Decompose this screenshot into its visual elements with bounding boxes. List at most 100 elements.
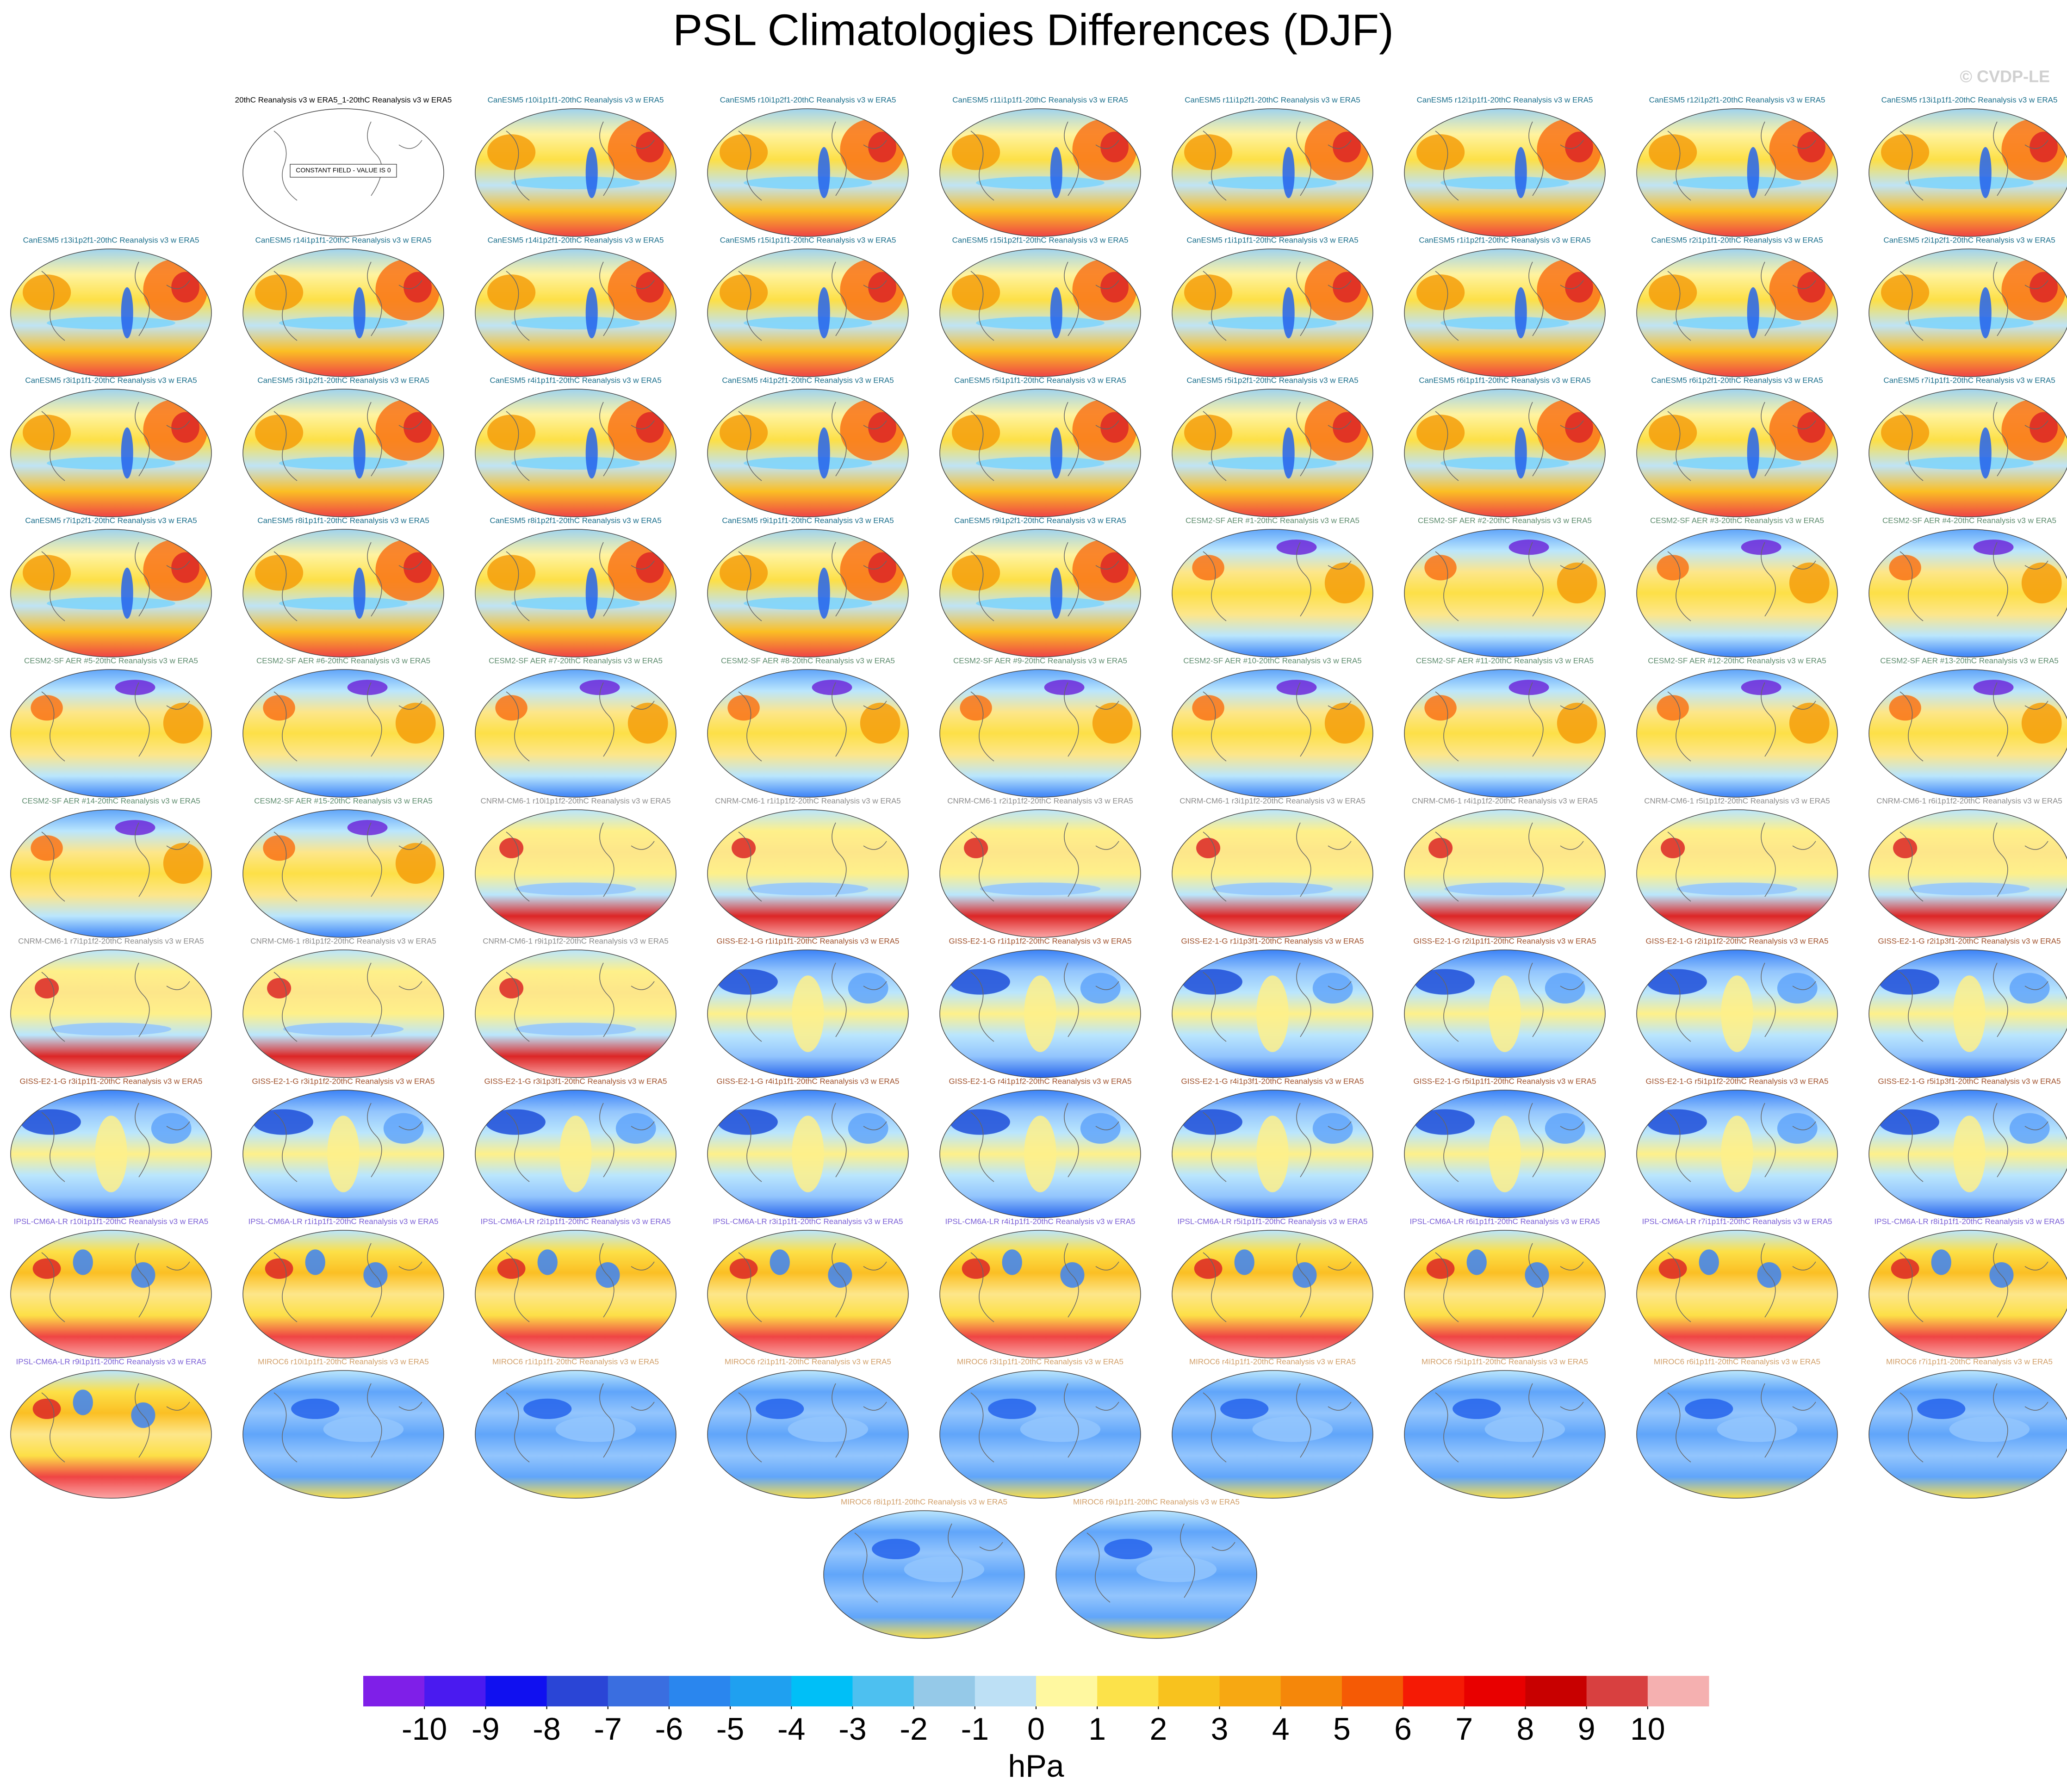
map-anomaly (579, 680, 620, 695)
coastline (1435, 822, 1584, 902)
coastline (1667, 121, 1816, 201)
map-outline (1868, 809, 2067, 938)
map-anomaly (770, 1249, 790, 1275)
map-panel: CESM2-SF AER #1-20thC Reanalysis v3 w ER… (1172, 516, 1373, 657)
map-outline (1636, 669, 1838, 798)
map-panel: CESM2-SF AER #14-20thC Reanalysis v3 w E… (10, 796, 212, 938)
map-outline (1636, 809, 1838, 938)
coastline (1667, 402, 1816, 481)
map-anomaly (2021, 562, 2062, 604)
map-anomaly (1789, 562, 1830, 604)
panel-label: MIROC6 r6i1p1f1-20thC Reanalysis v3 w ER… (1654, 1357, 1820, 1366)
map-anomaly (1747, 287, 1759, 339)
map-anomaly (1953, 1116, 1986, 1192)
map-anomaly (812, 680, 852, 695)
coastline (738, 121, 887, 201)
map-anomaly (744, 316, 872, 329)
map-anomaly (960, 695, 992, 721)
map-panel: MIROC6 r6i1p1f1-20thC Reanalysis v3 w ER… (1636, 1357, 1838, 1499)
map-anomaly (756, 1398, 804, 1419)
coastline (1435, 542, 1584, 621)
map-anomaly (964, 837, 988, 858)
map-anomaly (265, 1258, 293, 1279)
map-anomaly (1881, 134, 1930, 170)
colorbar-box (1647, 1676, 1709, 1706)
panel-label: CESM2-SF AER #6-20thC Reanalysis v3 w ER… (256, 656, 430, 665)
coastline (970, 402, 1119, 481)
coastline (273, 1243, 422, 1322)
map-anomaly (1324, 562, 1365, 604)
map-outline (707, 949, 909, 1078)
colorbar-box (546, 1676, 608, 1706)
map-anomaly (2030, 131, 2058, 162)
map-anomaly (585, 427, 598, 479)
map-anomaly (1282, 287, 1295, 339)
panel-label: CanESM5 r3i1p2f1-20thC Reanalysis v3 w E… (257, 376, 429, 384)
coastline (1667, 1243, 1816, 1322)
map-anomaly (511, 176, 640, 189)
map-anomaly (952, 274, 1000, 310)
panel-label: CanESM5 r7i1p2f1-20thC Reanalysis v3 w E… (25, 516, 197, 525)
map-panel: CNRM-CM6-1 r8i1p1f2-20thC Reanalysis v3 … (242, 936, 444, 1078)
map-outline (1404, 389, 1606, 517)
map-field (243, 950, 444, 1078)
map-anomaly (163, 702, 204, 744)
map-anomaly (1905, 176, 2034, 189)
map-anomaly (1565, 272, 1593, 303)
panel-label: CanESM5 r2i1p1f1-20thC Reanalysis v3 w E… (1651, 236, 1823, 244)
map-panel: CanESM5 r9i1p1f1-20thC Reanalysis v3 w E… (707, 516, 909, 657)
coastline (1435, 962, 1584, 1042)
map-outline (1172, 669, 1373, 798)
coastline (738, 542, 887, 621)
map-outline (1404, 1090, 1606, 1218)
map-outline (1636, 1370, 1838, 1499)
coastline (970, 962, 1119, 1042)
map-anomaly (1741, 680, 1781, 695)
panel-label: CESM2-SF AER #5-20thC Reanalysis v3 w ER… (24, 656, 198, 665)
colorbar-box (1036, 1676, 1098, 1706)
map-panel: GISS-E2-1-G r4i1p1f1-20thC Reanalysis v3… (707, 1077, 909, 1218)
coastline (970, 1383, 1119, 1463)
panel-label: CanESM5 r8i1p1f1-20thC Reanalysis v3 w E… (257, 516, 429, 525)
colorbar-box (1403, 1676, 1465, 1706)
panel-label: CanESM5 r11i1p1f1-20thC Reanalysis v3 w … (952, 95, 1128, 104)
map-outline (10, 1230, 212, 1358)
panel-label: CESM2-SF AER #10-20thC Reanalysis v3 w E… (1183, 656, 1362, 665)
map-anomaly (32, 1398, 61, 1419)
coastline (1899, 402, 2048, 481)
map-anomaly (1747, 427, 1759, 479)
coastline (1435, 1243, 1584, 1322)
map-panel: CanESM5 r1i1p1f1-20thC Reanalysis v3 w E… (1172, 236, 1373, 377)
colorbar-box (608, 1676, 670, 1706)
colorbar-tick-label: -6 (655, 1711, 683, 1747)
map-panel: CanESM5 r1i1p2f1-20thC Reanalysis v3 w E… (1404, 236, 1606, 377)
map-panel: MIROC6 r7i1p1f1-20thC Reanalysis v3 w ER… (1868, 1357, 2067, 1499)
map-anomaly (1192, 555, 1224, 581)
coastline (1435, 1383, 1584, 1463)
coastline (273, 962, 422, 1042)
map-field (475, 810, 676, 937)
map-anomaly (720, 415, 768, 451)
map-panel: CESM2-SF AER #15-20thC Reanalysis v3 w E… (242, 796, 444, 938)
map-anomaly (115, 680, 155, 695)
map-anomaly (1416, 134, 1465, 170)
colorbar-box (1341, 1676, 1403, 1706)
map-anomaly (1905, 457, 2034, 470)
map-anomaly (1489, 975, 1521, 1052)
map-panel: CanESM5 r2i1p2f1-20thC Reanalysis v3 w E… (1868, 236, 2067, 377)
map-anomaly (1020, 1416, 1101, 1442)
map-panel: CanESM5 r6i1p2f1-20thC Reanalysis v3 w E… (1636, 376, 1838, 517)
panel-label: CanESM5 r4i1p2f1-20thC Reanalysis v3 w E… (722, 376, 894, 384)
panel-label: CanESM5 r12i1p2f1-20thC Reanalysis v3 w … (1649, 95, 1825, 104)
map-anomaly (95, 1116, 127, 1192)
panel-label: CNRM-CM6-1 r8i1p1f2-20thC Reanalysis v3 … (250, 936, 436, 945)
map-anomaly (1024, 1116, 1056, 1192)
coastline (506, 682, 655, 762)
map-outline (1404, 669, 1606, 798)
map-panel: CESM2-SF AER #2-20thC Reanalysis v3 w ER… (1404, 516, 1606, 657)
map-outline (10, 1370, 212, 1499)
map-anomaly (1973, 539, 2014, 555)
coastline (273, 121, 422, 201)
map-anomaly (32, 1258, 61, 1279)
